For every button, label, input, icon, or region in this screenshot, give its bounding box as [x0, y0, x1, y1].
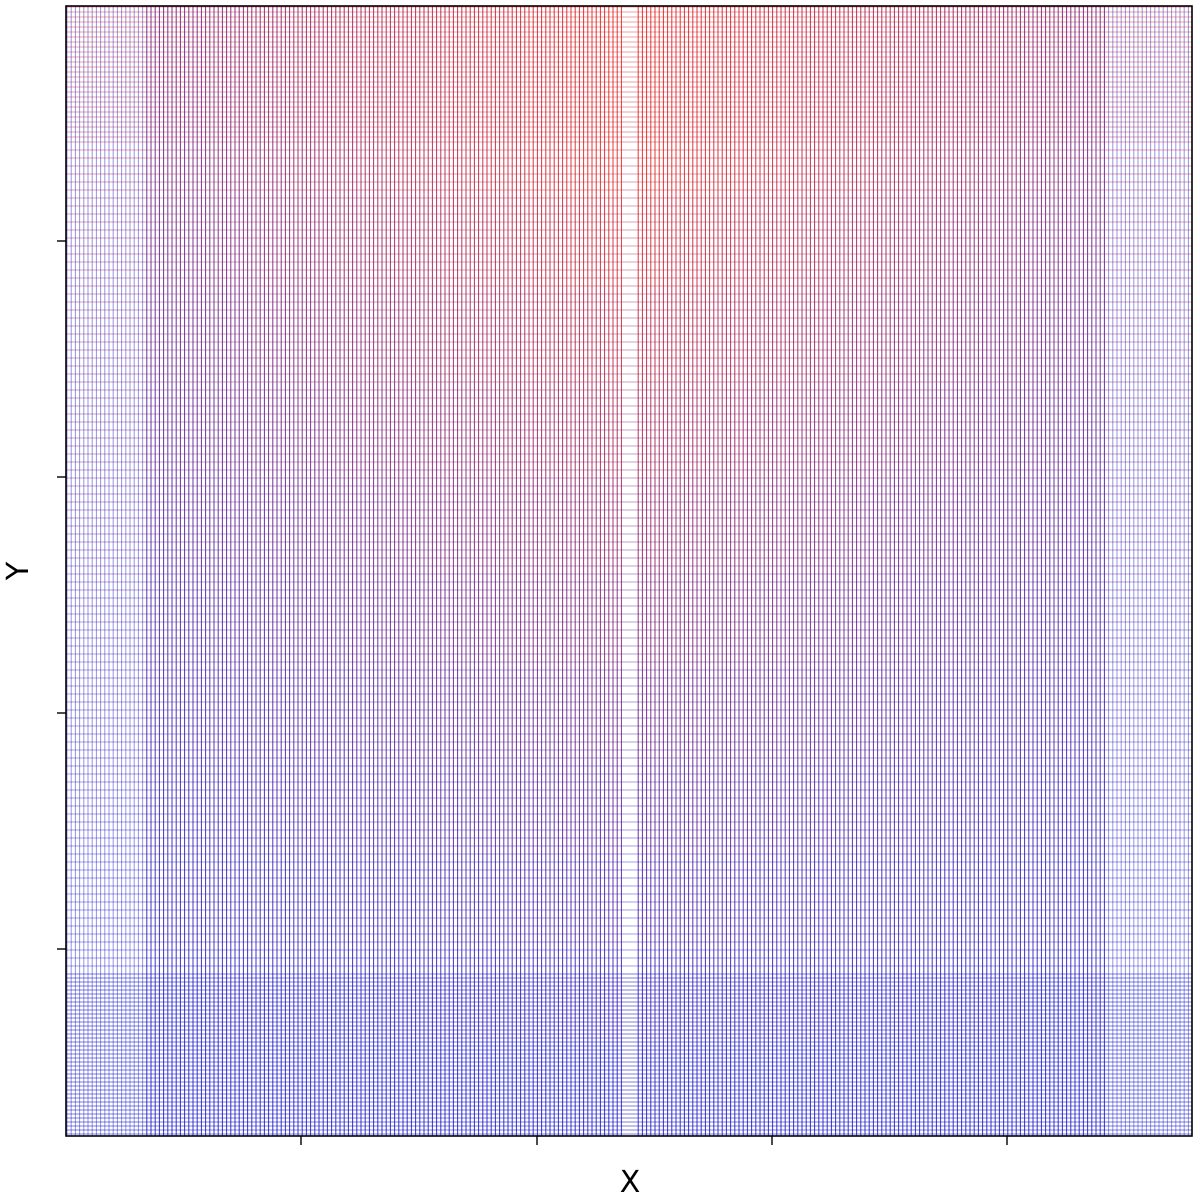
heatmap-mesh — [66, 6, 1192, 1136]
plot-frame — [65, 5, 1193, 1137]
x-axis-label: X — [620, 1165, 641, 1196]
y-axis-label: Y — [1, 561, 36, 581]
